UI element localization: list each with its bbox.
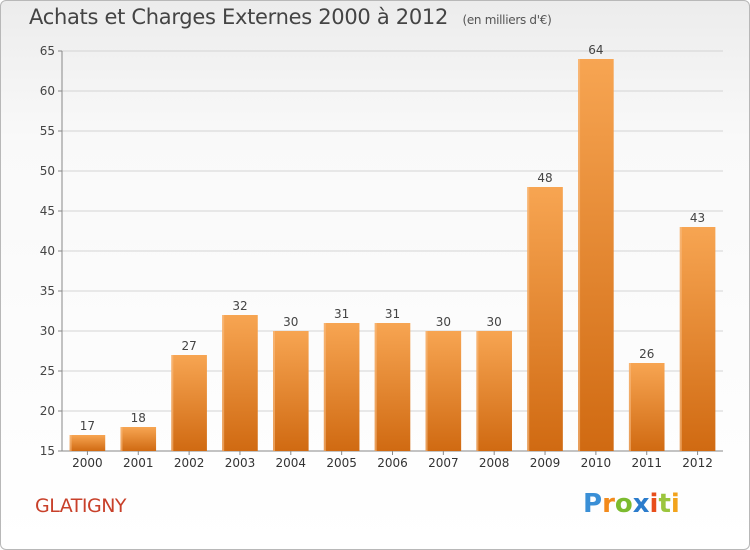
bar-2011 xyxy=(628,363,665,451)
bar-highlight xyxy=(222,315,225,451)
bar-highlight xyxy=(171,355,174,451)
x-tick-label: 2010 xyxy=(581,456,612,470)
bar-2009 xyxy=(527,187,563,451)
y-tick-label: 30 xyxy=(40,324,55,338)
bar-highlight xyxy=(628,363,631,451)
bar-2010 xyxy=(578,59,614,451)
logo-letter: x xyxy=(632,489,650,519)
bar-2006 xyxy=(374,323,411,451)
x-tick-label: 2011 xyxy=(631,456,662,470)
x-tick-label: 2008 xyxy=(479,456,510,470)
x-tick-label: 2000 xyxy=(72,456,103,470)
commune-name: GLATIGNY xyxy=(35,495,127,517)
x-tick-label: 2002 xyxy=(174,456,205,470)
bar-highlight xyxy=(374,323,377,451)
bar-value-label: 31 xyxy=(334,307,349,321)
y-tick-label: 45 xyxy=(40,204,55,218)
x-tick-label: 2005 xyxy=(326,456,357,470)
chart-title-unit: (en milliers d'€) xyxy=(462,13,552,27)
bar-2003 xyxy=(222,315,258,451)
bar-value-label: 48 xyxy=(537,171,552,185)
x-tick-label: 2012 xyxy=(682,456,713,470)
x-tick-label: 2006 xyxy=(377,456,408,470)
labels: 15 20 25 30 35 40 45 50 55 60 65 17 2000 18 2001 27 2002… xyxy=(40,43,713,470)
bars xyxy=(69,59,716,451)
bar-value-label: 32 xyxy=(232,299,247,313)
bar-highlight xyxy=(425,331,428,451)
bar-value-label: 64 xyxy=(588,43,603,57)
bar-2004 xyxy=(273,331,309,451)
y-tick-label: 15 xyxy=(40,444,55,458)
y-tick-label: 40 xyxy=(40,244,55,258)
chart-title-main: Achats et Charges Externes 2000 à 2012 xyxy=(29,5,449,29)
bar-value-label: 31 xyxy=(385,307,400,321)
logo-letter: r xyxy=(602,489,615,519)
logo-letter: i xyxy=(649,489,659,519)
proxiti-logo: Proxiti xyxy=(583,489,680,519)
bar-2000 xyxy=(69,435,106,451)
x-tick-label: 2003 xyxy=(225,456,256,470)
bar-highlight xyxy=(527,187,530,451)
bar-2002 xyxy=(171,355,207,451)
x-tick-label: 2004 xyxy=(276,456,307,470)
bar-value-label: 30 xyxy=(487,315,502,329)
chart-title: Achats et Charges Externes 2000 à 2012 (… xyxy=(29,5,552,29)
bar-highlight xyxy=(120,427,123,451)
logo-letter: i xyxy=(670,489,680,519)
bar-2012 xyxy=(679,227,716,451)
bar-2005 xyxy=(323,323,360,451)
x-tick-label: 2009 xyxy=(530,456,561,470)
y-tick-label: 65 xyxy=(40,44,55,58)
y-tick-label: 20 xyxy=(40,404,55,418)
bar-value-label: 27 xyxy=(181,339,196,353)
bar-2008 xyxy=(476,331,512,451)
y-tick-label: 60 xyxy=(40,84,55,98)
y-tick-label: 55 xyxy=(40,124,55,138)
bar-value-label: 30 xyxy=(436,315,451,329)
logo-letter: o xyxy=(614,489,633,519)
bar-highlight xyxy=(69,435,72,451)
bar-value-label: 30 xyxy=(283,315,298,329)
bar-2007 xyxy=(425,331,462,451)
bar-highlight xyxy=(273,331,276,451)
logo-letter: t xyxy=(658,489,671,519)
x-tick-label: 2007 xyxy=(428,456,459,470)
bar-value-label: 43 xyxy=(690,211,705,225)
bar-value-label: 17 xyxy=(80,419,95,433)
y-tick-label: 50 xyxy=(40,164,55,178)
bar-2001 xyxy=(120,427,157,451)
bar-highlight xyxy=(323,323,326,451)
y-tick-label: 35 xyxy=(40,284,55,298)
bar-value-label: 26 xyxy=(639,347,654,361)
logo-letter: P xyxy=(583,489,603,519)
bar-value-label: 18 xyxy=(131,411,146,425)
bar-highlight xyxy=(679,227,682,451)
bar-highlight xyxy=(476,331,479,451)
x-tick-label: 2001 xyxy=(123,456,154,470)
bar-highlight xyxy=(578,59,581,451)
y-tick-label: 25 xyxy=(40,364,55,378)
